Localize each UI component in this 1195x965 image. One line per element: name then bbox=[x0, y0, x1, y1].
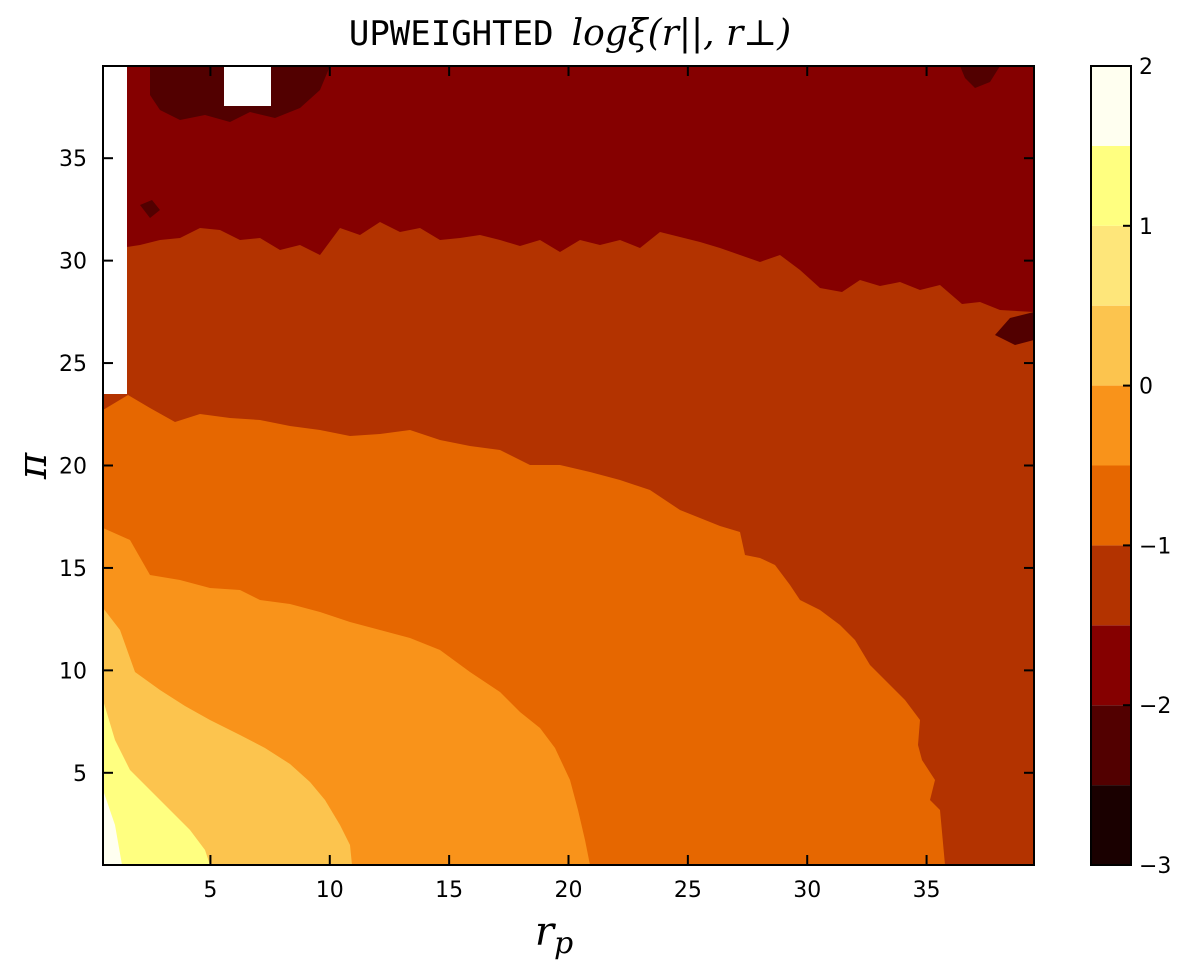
colorbar-tick-label: −3 bbox=[1139, 854, 1171, 879]
colorbar-segment bbox=[1091, 465, 1131, 546]
y-tick-label: 35 bbox=[59, 147, 87, 172]
contour-region-level-0.5 bbox=[103, 700, 210, 865]
colorbar-segment bbox=[1091, 225, 1131, 306]
colorbar-tick-label: −1 bbox=[1139, 534, 1171, 559]
colorbar-segment bbox=[1091, 705, 1131, 786]
chart-title: UPWEIGHTED logξ(r||, r⊥) bbox=[349, 13, 791, 54]
colorbar-segment bbox=[1091, 145, 1131, 226]
x-axis: 5 10 15 20 25 30 35 bbox=[203, 66, 941, 903]
y-axis-label: π bbox=[10, 452, 56, 480]
contour-region-level-n2.5-c bbox=[140, 200, 160, 218]
missing-data-region-left bbox=[103, 66, 127, 394]
colorbar-tick-label: 0 bbox=[1139, 375, 1153, 400]
x-tick-label: 20 bbox=[555, 878, 583, 903]
colorbar-segment bbox=[1091, 785, 1131, 865]
y-tick-label: 25 bbox=[59, 352, 87, 377]
plot-area bbox=[103, 66, 1034, 865]
colorbar: 2 1 0 −1 −2 −3 bbox=[1090, 55, 1171, 879]
y-tick-label: 15 bbox=[59, 557, 87, 582]
chart-title-prefix: UPWEIGHTED bbox=[349, 14, 554, 54]
y-tick-label: 30 bbox=[59, 250, 87, 275]
y-tick-label: 5 bbox=[73, 762, 87, 787]
colorbar-segment bbox=[1091, 305, 1131, 386]
y-tick-label: 10 bbox=[59, 659, 87, 684]
colorbar-tick-label: 1 bbox=[1139, 215, 1153, 240]
contour-region-level-n2.5-b bbox=[960, 66, 1000, 88]
contour-region-level-1.0 bbox=[103, 790, 122, 865]
x-axis-label: rp bbox=[535, 909, 573, 961]
colorbar-segment bbox=[1091, 625, 1131, 706]
x-tick-label: 25 bbox=[674, 878, 702, 903]
x-tick-label: 35 bbox=[913, 878, 941, 903]
x-tick-label: 15 bbox=[435, 878, 463, 903]
x-tick-label: 5 bbox=[203, 878, 217, 903]
chart-title-math: logξ(r||, r⊥) bbox=[572, 13, 792, 54]
x-tick-label: 10 bbox=[316, 878, 344, 903]
contour-region-level-n2.0 bbox=[103, 66, 1034, 312]
y-tick-label: 20 bbox=[59, 455, 87, 480]
colorbar-frame bbox=[1090, 65, 1132, 866]
colorbar-tick-label: −2 bbox=[1139, 694, 1171, 719]
colorbar-tick-label: 2 bbox=[1139, 55, 1153, 80]
contour-region-level-n2.5-d bbox=[995, 312, 1034, 345]
x-tick-label: 30 bbox=[793, 878, 821, 903]
colorbar-segment bbox=[1091, 385, 1131, 466]
contour-region-level-0 bbox=[103, 608, 352, 865]
colorbar-segment bbox=[1091, 66, 1131, 146]
colorbar-segment bbox=[1091, 545, 1131, 626]
y-axis: 5 10 15 20 25 30 35 bbox=[59, 147, 1034, 787]
missing-data-region-top bbox=[224, 66, 271, 106]
